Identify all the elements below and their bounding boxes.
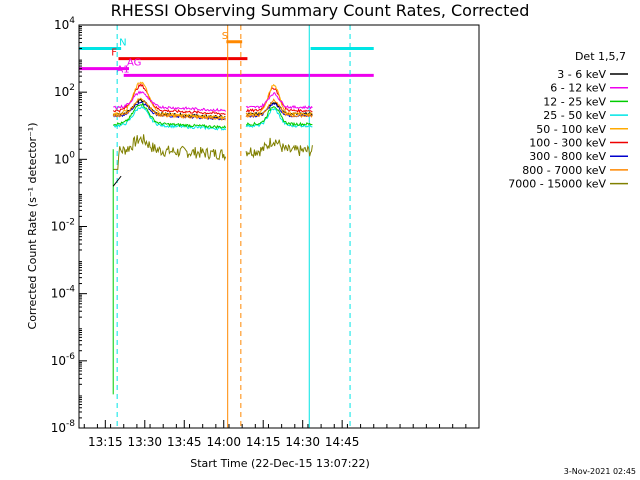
y-tick-label: 104 xyxy=(54,16,75,32)
legend-label: 12 - 25 keV xyxy=(543,95,606,108)
legend-label: 6 - 12 keV xyxy=(550,82,606,95)
mode-bar-label: A1 xyxy=(116,64,129,75)
series-onset xyxy=(112,175,122,187)
y-tick-label: 10-6 xyxy=(51,352,76,368)
legend-label: 100 - 300 keV xyxy=(529,137,606,150)
legend-label: 25 - 50 keV xyxy=(543,109,606,122)
series-curve xyxy=(245,83,313,117)
series-curve xyxy=(113,102,227,130)
x-tick-label: 13:15 xyxy=(88,435,123,449)
series-curve xyxy=(112,81,226,120)
y-axis-label: Corrected Count Rate (s⁻¹ detector⁻¹) xyxy=(26,123,39,330)
x-tick-label: 14:00 xyxy=(206,435,241,449)
x-tick-label: 14:45 xyxy=(325,435,360,449)
mode-bar-label: S xyxy=(222,31,228,42)
x-axis-label: Start Time (22-Dec-15 13:07:22) xyxy=(190,457,370,470)
series-curve xyxy=(245,107,313,128)
legend-label: 50 - 100 keV xyxy=(536,123,606,136)
series-curve xyxy=(113,134,227,170)
x-tick-label: 14:15 xyxy=(246,435,281,449)
series-curve xyxy=(245,102,313,118)
y-tick-label: 10-2 xyxy=(51,218,75,234)
x-tick-label: 13:45 xyxy=(167,435,202,449)
legend-label: 7000 - 15000 keV xyxy=(508,178,606,191)
series-curve xyxy=(245,106,313,127)
legend-label: 3 - 6 keV xyxy=(557,68,606,81)
series-curve xyxy=(245,137,313,159)
legend-label: 800 - 7000 keV xyxy=(522,164,606,177)
mode-bar-label: AG xyxy=(127,58,141,69)
series-curve xyxy=(245,92,313,110)
x-tick-label: 13:30 xyxy=(127,435,162,449)
legend-label: 300 - 800 keV xyxy=(529,150,606,163)
y-tick-label: 10-4 xyxy=(51,285,76,301)
series-curve xyxy=(245,98,313,118)
y-tick-label: 10-8 xyxy=(51,419,76,435)
series-curve xyxy=(112,97,226,122)
y-tick-label: 102 xyxy=(54,83,75,99)
y-tick-label: 100 xyxy=(54,150,75,166)
y-axis: 104 102 100 10-2 10-4 10-6 10-8 xyxy=(51,16,87,435)
series-curve xyxy=(113,90,226,112)
footer-timestamp: 3-Nov-2021 02:45 xyxy=(564,467,636,476)
mode-bar-label: N xyxy=(119,38,126,49)
legend-title: Det 1,5,7 xyxy=(575,50,626,63)
chart-title: RHESSI Observing Summary Count Rates, Co… xyxy=(111,1,530,20)
x-axis: 13:15 13:30 13:45 14:00 14:15 14:30 14:45 xyxy=(83,420,467,449)
x-tick-label: 14:30 xyxy=(285,435,320,449)
mode-bar-label: F xyxy=(111,48,117,59)
